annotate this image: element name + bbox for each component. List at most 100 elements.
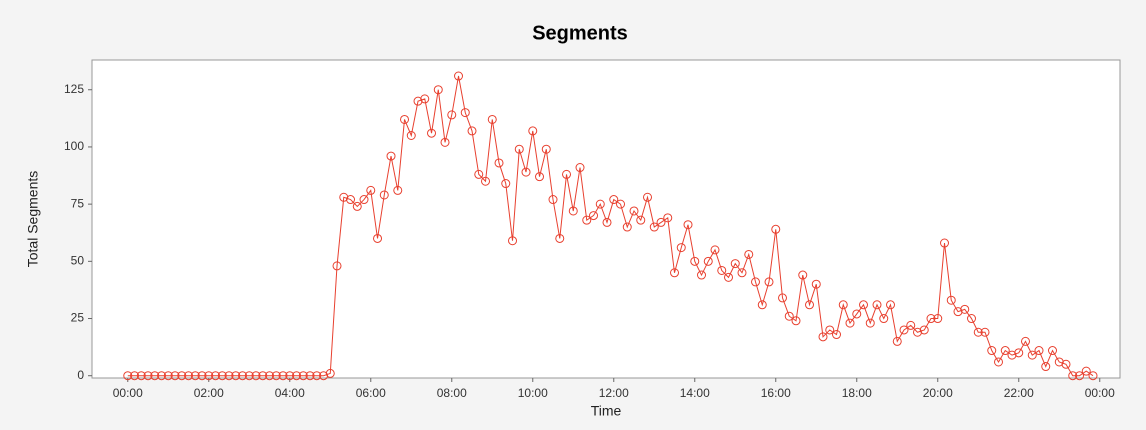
data-point <box>217 371 227 381</box>
data-point <box>379 190 389 200</box>
data-point <box>629 206 639 216</box>
data-point <box>784 311 794 321</box>
data-point <box>244 371 254 381</box>
data-point <box>1081 366 1091 376</box>
data-point <box>339 192 349 202</box>
data-point <box>852 309 862 319</box>
x-tick-label: 10:00 <box>518 386 548 400</box>
data-point <box>751 277 761 287</box>
data-point <box>440 137 450 147</box>
data-point <box>1000 346 1010 356</box>
x-tick-label: 22:00 <box>1004 386 1034 400</box>
data-point <box>778 293 788 303</box>
data-point <box>211 371 221 381</box>
x-tick-label: 04:00 <box>275 386 305 400</box>
data-point <box>575 163 585 173</box>
data-point <box>1088 371 1098 381</box>
y-tick-label: 75 <box>71 196 85 210</box>
data-point <box>163 371 173 381</box>
data-point <box>143 371 153 381</box>
data-point <box>940 238 950 248</box>
data-point <box>879 314 889 324</box>
data-point <box>474 169 484 179</box>
data-point <box>1027 350 1037 360</box>
data-point <box>136 371 146 381</box>
data-point <box>265 371 275 381</box>
data-point <box>656 217 666 227</box>
x-tick-label: 00:00 <box>113 386 143 400</box>
data-point <box>177 371 187 381</box>
data-point <box>906 320 916 330</box>
data-point <box>589 211 599 221</box>
data-point <box>1061 359 1071 369</box>
x-tick-label: 16:00 <box>761 386 791 400</box>
data-point <box>454 71 464 81</box>
x-tick-label: 12:00 <box>599 386 629 400</box>
data-point <box>285 371 295 381</box>
data-point <box>946 295 956 305</box>
data-point <box>460 108 470 118</box>
data-point <box>467 126 477 136</box>
x-axis-title: Time <box>591 403 622 419</box>
data-point <box>973 327 983 337</box>
data-point <box>710 245 720 255</box>
data-point <box>919 325 929 335</box>
data-point <box>278 371 288 381</box>
data-point <box>501 179 511 189</box>
data-point <box>157 371 167 381</box>
data-point <box>258 371 268 381</box>
data-point <box>447 110 457 120</box>
x-tick-label: 14:00 <box>680 386 710 400</box>
data-point <box>730 259 740 269</box>
data-point <box>967 314 977 324</box>
data-point <box>771 224 781 234</box>
data-point <box>582 215 592 225</box>
data-point <box>568 206 578 216</box>
data-point <box>933 314 943 324</box>
data-point <box>1041 362 1051 372</box>
data-point <box>535 172 545 182</box>
data-point <box>859 300 869 310</box>
data-point <box>386 151 396 161</box>
x-tick-label: 06:00 <box>356 386 386 400</box>
data-point <box>717 265 727 275</box>
data-point <box>373 233 383 243</box>
data-point <box>1075 371 1085 381</box>
data-point <box>636 215 646 225</box>
x-tick-label: 18:00 <box>842 386 872 400</box>
data-point <box>825 325 835 335</box>
data-point <box>150 371 160 381</box>
data-point <box>602 217 612 227</box>
data-point <box>251 371 261 381</box>
data-point <box>953 307 963 317</box>
y-tick-label: 50 <box>71 253 85 267</box>
data-point <box>197 371 207 381</box>
data-point <box>818 332 828 342</box>
data-point <box>224 371 234 381</box>
data-point <box>960 304 970 314</box>
data-point <box>622 222 632 232</box>
data-point <box>393 185 403 195</box>
data-point <box>987 346 997 356</box>
data-point <box>845 318 855 328</box>
data-point <box>744 249 754 259</box>
data-point <box>332 261 342 271</box>
data-point <box>123 371 133 381</box>
data-point <box>683 220 693 230</box>
y-tick-label: 125 <box>64 82 84 96</box>
data-point <box>481 176 491 186</box>
data-point <box>1068 371 1078 381</box>
data-point <box>1054 357 1064 367</box>
data-point <box>514 144 524 154</box>
data-point <box>899 325 909 335</box>
data-point <box>764 277 774 287</box>
data-point <box>805 300 815 310</box>
data-point <box>238 371 248 381</box>
data-point <box>305 371 315 381</box>
data-point <box>494 158 504 168</box>
x-tick-label: 02:00 <box>194 386 224 400</box>
x-tick-label: 08:00 <box>437 386 467 400</box>
data-point <box>204 371 214 381</box>
data-point <box>508 236 518 246</box>
